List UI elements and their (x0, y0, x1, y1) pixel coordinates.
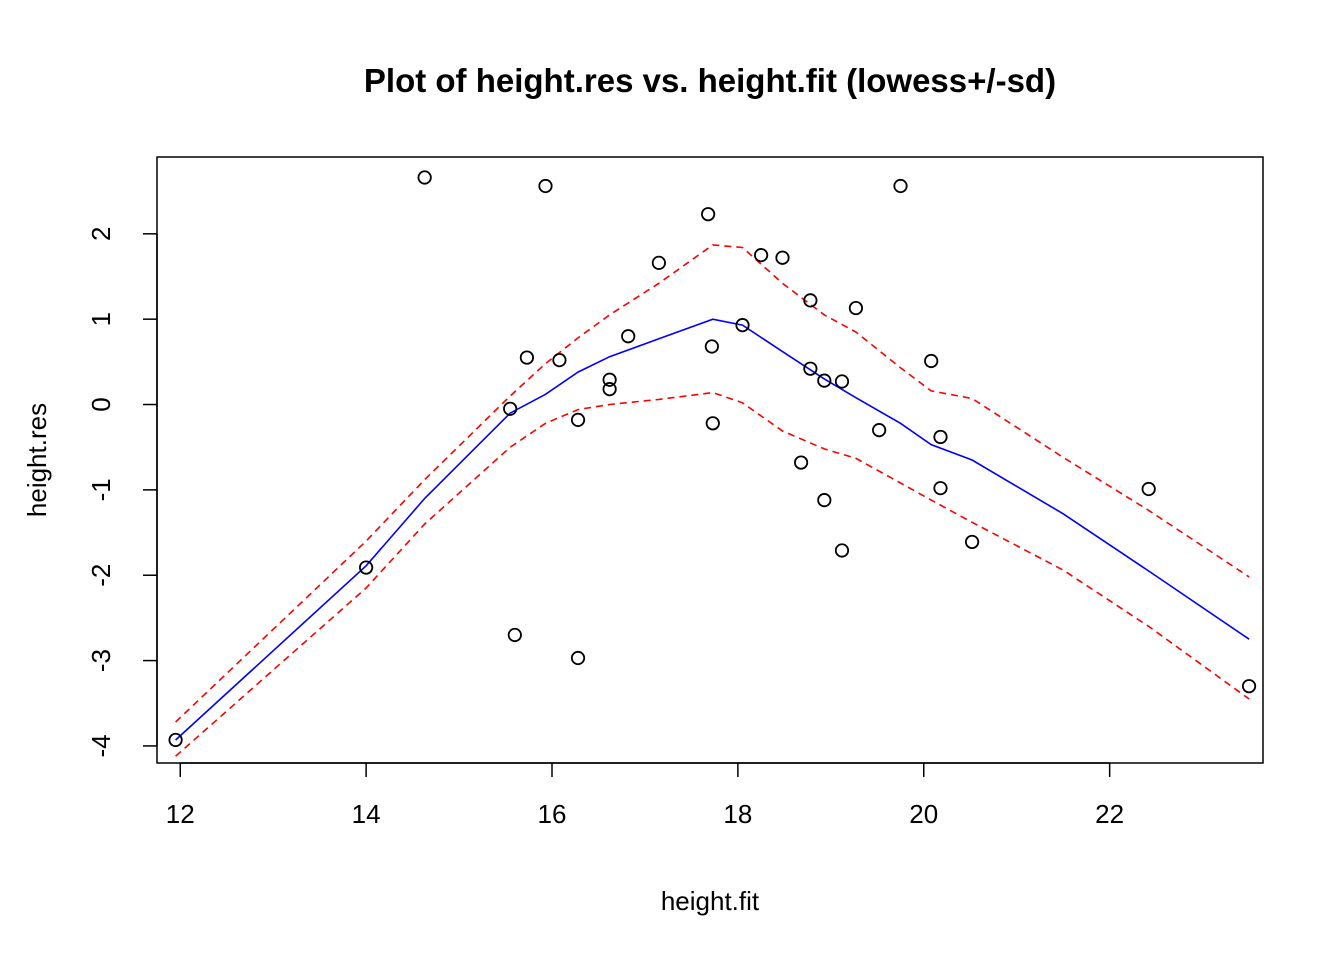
data-point (570, 412, 586, 427)
data-point (1141, 481, 1156, 497)
data-point (817, 373, 832, 388)
data-point (924, 353, 939, 369)
data-point (933, 481, 948, 496)
data-point (168, 732, 183, 748)
x-tick-label: 12 (166, 799, 195, 829)
y-tick-label: -3 (86, 649, 116, 672)
data-point (602, 382, 617, 397)
x-tick-label: 16 (538, 799, 567, 829)
x-tick-label: 14 (352, 799, 381, 829)
data-point (872, 423, 887, 438)
data-point (705, 416, 720, 431)
data-point (754, 248, 769, 263)
chart-title: Plot of height.res vs. height.fit (lowes… (364, 62, 1056, 99)
data-point (1241, 679, 1257, 694)
data-point (817, 493, 832, 508)
series-line-lowess-sd (175, 244, 1250, 723)
y-tick-label: 1 (86, 312, 116, 326)
y-tick-label: 2 (86, 227, 116, 241)
data-point (570, 650, 586, 666)
data-point (704, 339, 719, 354)
data-point (519, 350, 535, 365)
y-tick-label: -1 (86, 478, 116, 501)
data-point (735, 318, 750, 333)
y-axis-label: height.res (22, 403, 52, 517)
data-point (701, 207, 716, 222)
data-point (964, 534, 980, 550)
y-tick-label: -2 (86, 564, 116, 587)
data-point (834, 374, 850, 389)
data-point (359, 560, 374, 575)
y-tick-label: 0 (86, 397, 116, 411)
data-points (168, 170, 1257, 748)
data-point (803, 293, 818, 308)
x-tick-label: 20 (909, 799, 938, 829)
data-point (538, 178, 553, 194)
lowess-curves (175, 244, 1250, 757)
x-tick-label: 22 (1095, 799, 1124, 829)
data-point (933, 429, 948, 445)
series-line-lowess (175, 318, 1250, 741)
data-point (803, 361, 818, 376)
y-tick-label: -4 (86, 734, 116, 757)
series-line-lowess-sd (175, 391, 1250, 757)
data-point (793, 455, 809, 470)
plot-frame (156, 156, 1264, 764)
data-point (552, 353, 567, 368)
x-axis-label: height.fit (661, 886, 760, 916)
data-point (417, 170, 432, 185)
data-point (848, 300, 864, 316)
y-axis: -4 -3 -2 -1 0 1 2 (86, 227, 158, 757)
data-point (893, 178, 908, 194)
data-point (602, 372, 617, 387)
data-point (503, 401, 518, 416)
data-point (621, 329, 636, 344)
x-tick-label: 18 (723, 799, 752, 829)
data-point (651, 255, 666, 270)
data-point (507, 627, 522, 643)
data-point (834, 543, 850, 558)
x-axis: 12 14 16 18 20 22 (166, 762, 1124, 829)
data-point (775, 250, 790, 265)
